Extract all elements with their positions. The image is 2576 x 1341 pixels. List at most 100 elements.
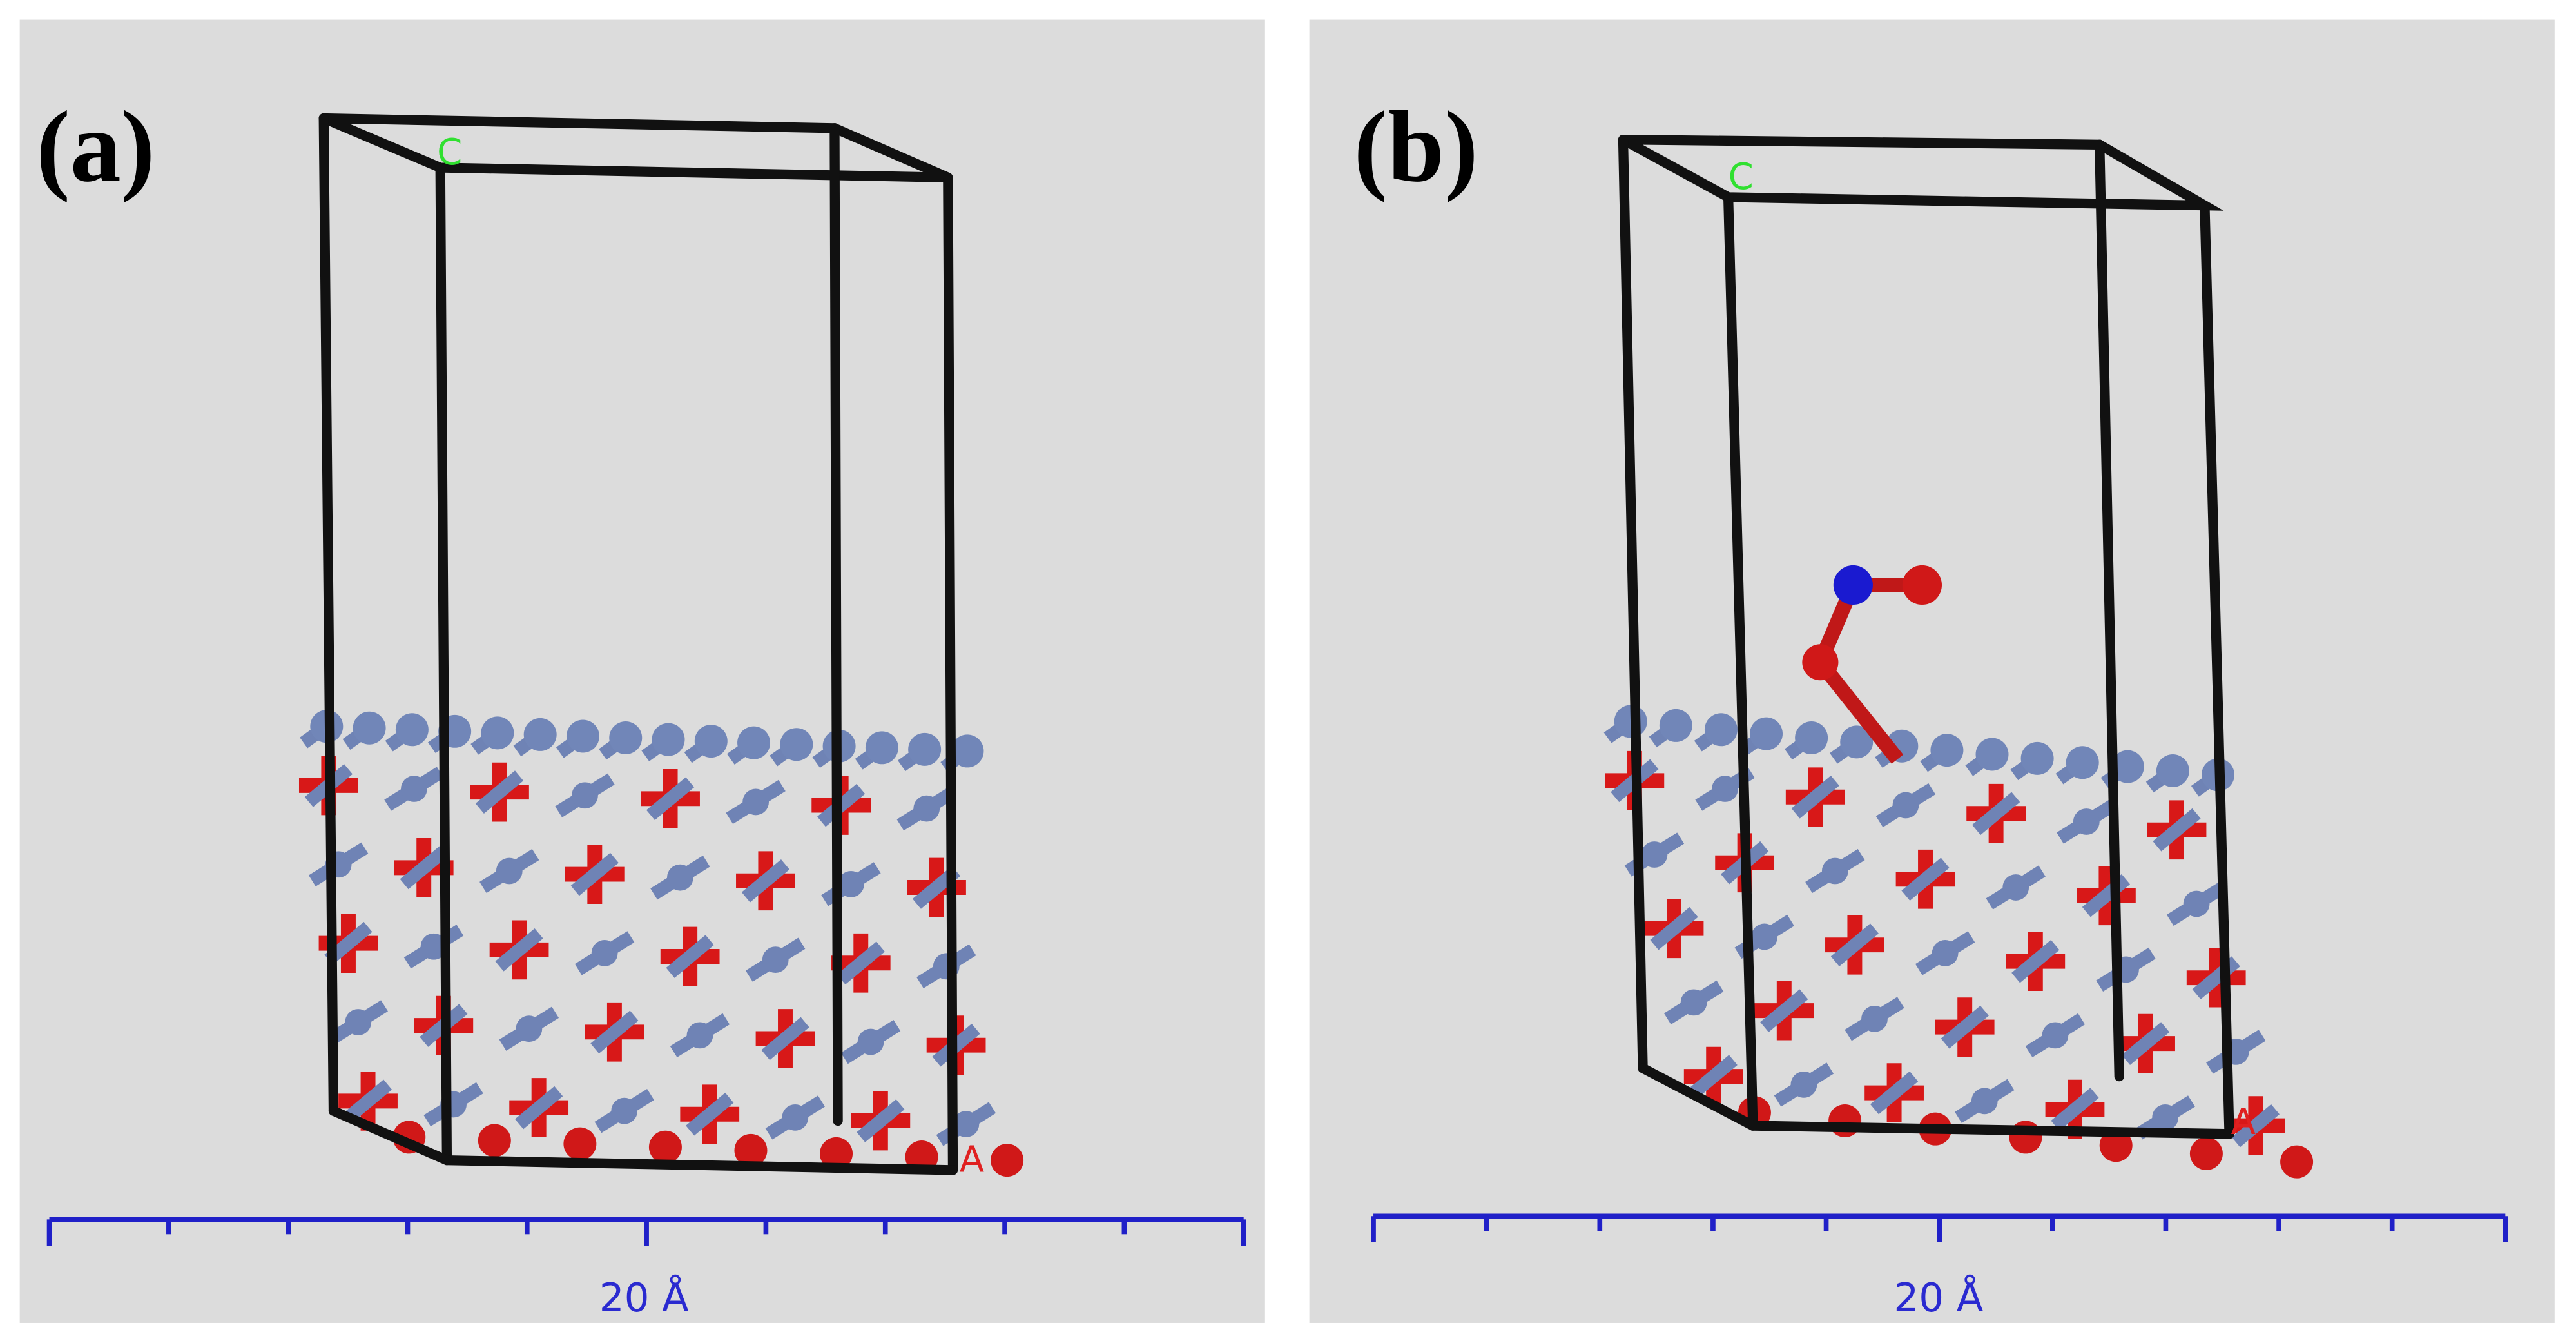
bond [1650, 906, 1698, 950]
bond [400, 846, 448, 890]
atom [566, 719, 599, 753]
atom [2042, 1022, 2069, 1049]
bond [1760, 989, 1808, 1032]
bond [2153, 808, 2201, 852]
bond [570, 852, 619, 896]
atom [2156, 754, 2189, 787]
atom [1795, 721, 1828, 754]
atom [686, 1022, 713, 1049]
atom [1641, 841, 1668, 868]
atom [666, 864, 693, 891]
bond [837, 941, 885, 985]
atom [395, 713, 429, 747]
atom [991, 1144, 1024, 1177]
atom [481, 716, 514, 750]
bond [515, 1086, 563, 1130]
bond [2011, 939, 2060, 983]
unit-cell-a [318, 113, 958, 1175]
adsorbate [1802, 565, 1942, 764]
atom [1712, 776, 1738, 802]
bond [857, 1099, 905, 1142]
atom [1751, 923, 1778, 950]
bond [1901, 857, 1950, 901]
atom [496, 857, 523, 885]
atom [652, 723, 685, 756]
atom [913, 795, 940, 822]
atom [2111, 750, 2144, 783]
atom [2066, 746, 2099, 779]
scale-bar [46, 1217, 1246, 1246]
atom [734, 1133, 768, 1167]
bond [741, 859, 790, 903]
bond [1941, 1005, 1989, 1049]
atom [908, 732, 942, 766]
bond [495, 928, 543, 972]
atom [2183, 890, 2210, 917]
panel-b [1309, 19, 2555, 1323]
panel-a [19, 19, 1265, 1323]
axis-label: A [2231, 1101, 2256, 1143]
axis-label: A [960, 1139, 984, 1180]
atom [2152, 1104, 2179, 1131]
atom [1704, 713, 1738, 747]
bond [1830, 923, 1879, 967]
bond [1870, 1071, 1919, 1115]
atom [572, 782, 598, 809]
atom [838, 870, 864, 897]
axis-label: C [437, 132, 462, 173]
atom [951, 734, 984, 768]
atom [953, 1111, 980, 1137]
atom [1790, 1071, 1817, 1098]
atom [523, 718, 557, 751]
atom [865, 731, 898, 765]
atom [1930, 734, 1964, 767]
atom [611, 1097, 638, 1124]
atom [1840, 725, 1874, 759]
atom [820, 1137, 853, 1170]
atom [1680, 989, 1707, 1016]
bond [686, 1092, 734, 1136]
atom [516, 1015, 543, 1042]
bond [590, 1010, 639, 1054]
atom [2073, 808, 2100, 835]
atom [1821, 857, 1848, 885]
bond [475, 770, 524, 814]
bond [1972, 792, 2020, 836]
atom [780, 728, 813, 761]
atom [2099, 1129, 2133, 1162]
atom [2002, 874, 2029, 901]
atom [857, 1028, 884, 1055]
atom [1971, 1088, 1998, 1115]
atom [420, 933, 447, 960]
atom [478, 1124, 511, 1157]
atom [609, 721, 643, 754]
atom [1861, 1006, 1888, 1032]
atom [1750, 717, 1783, 750]
panel-label: (a) [36, 90, 155, 203]
bond [2121, 1022, 2170, 1065]
bond [344, 1079, 392, 1123]
atom [1892, 792, 1919, 819]
atom [737, 726, 771, 759]
bond [2231, 1104, 2280, 1148]
atom [353, 711, 386, 745]
unit-cell-b [1618, 135, 2234, 1139]
atom [742, 788, 770, 816]
atom [1659, 709, 1692, 742]
atom [591, 940, 618, 966]
bond [761, 1017, 809, 1061]
scale-label: 20 Å [599, 1275, 689, 1321]
atom [345, 1009, 372, 1035]
axis-label: C [1729, 156, 1754, 198]
scale-bar [1371, 1213, 2508, 1243]
atom [694, 725, 728, 758]
atom [1975, 738, 2009, 771]
atom [1932, 940, 1959, 966]
bond [666, 935, 714, 978]
atom [2189, 1137, 2223, 1170]
atom [401, 776, 427, 802]
bond [646, 777, 695, 821]
bond [1689, 1055, 1738, 1098]
atom [2020, 741, 2054, 775]
